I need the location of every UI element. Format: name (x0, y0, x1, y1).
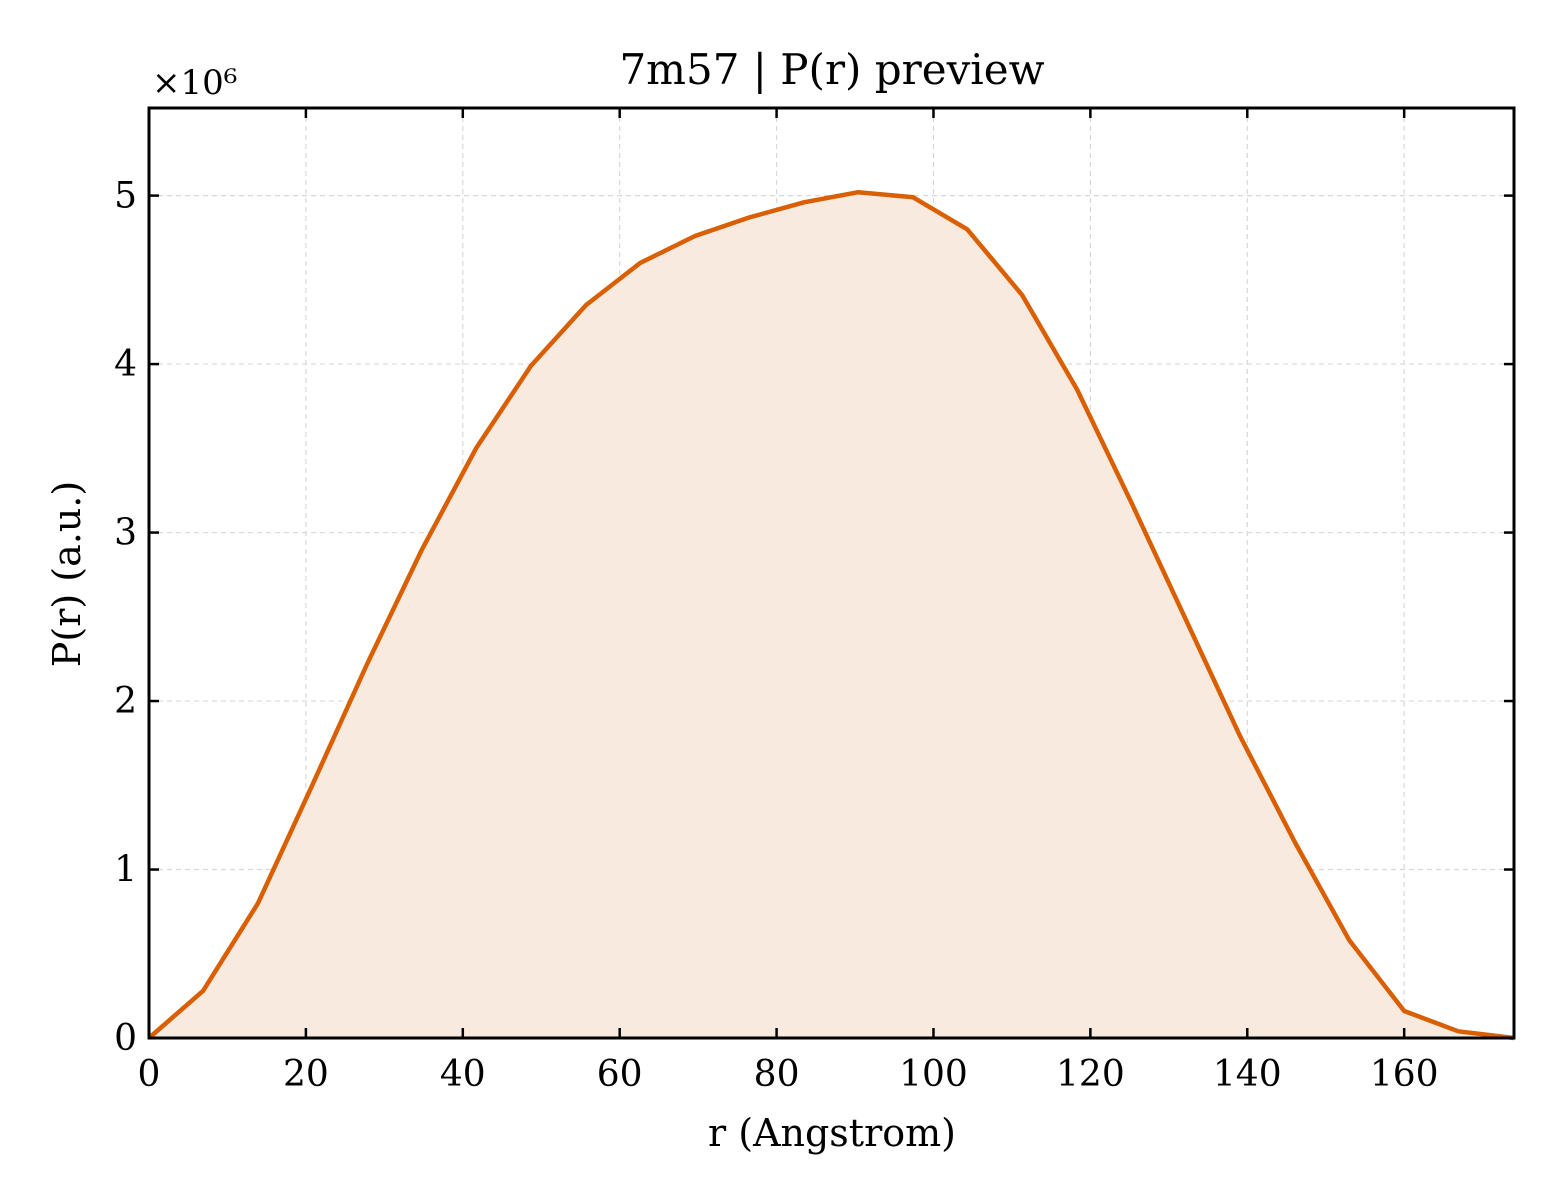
x-tick-label: 160 (1370, 1054, 1439, 1095)
chart-title: 7m57 | P(r) preview (619, 45, 1044, 94)
y-tick-label: 2 (114, 681, 137, 722)
plot-frame (147, 106, 1516, 1040)
x-tick-label: 0 (138, 1054, 161, 1095)
series-area-fill (149, 192, 1514, 1038)
y-tick-label: 4 (114, 344, 137, 385)
plot-area (147, 189, 1515, 1041)
x-tick-label: 40 (440, 1054, 486, 1095)
y-tick-label: 5 (114, 176, 137, 217)
x-tick-label: 140 (1213, 1054, 1282, 1095)
x-tick-label: 120 (1056, 1054, 1125, 1095)
x-axis-label: r (Angstrom) (708, 1111, 956, 1155)
y-tick-label: 3 (114, 513, 137, 554)
x-tick-label: 100 (899, 1054, 968, 1095)
series-line (147, 189, 1515, 1041)
tick-marks-and-labels: 0 20 40 60 80 100 120 140 160 0 1 2 3 4 5 (114, 108, 1514, 1095)
x-tick-label: 20 (283, 1054, 329, 1095)
y-axis-label: P(r) (a.u.) (45, 481, 89, 667)
y-tick-label: 0 (114, 1018, 137, 1059)
y-tick-label: 1 (114, 850, 137, 891)
y-axis-multiplier: ×10⁶ (152, 63, 237, 103)
x-tick-label: 80 (754, 1054, 800, 1095)
axes (147, 106, 1516, 1040)
x-tick-label: 60 (597, 1054, 643, 1095)
